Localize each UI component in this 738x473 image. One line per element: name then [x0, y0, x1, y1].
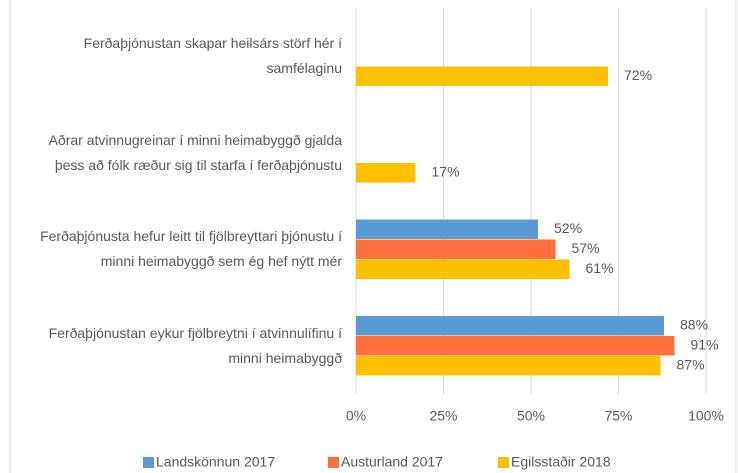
x-tick-label: 75% [604, 408, 632, 424]
data-label: 17% [432, 163, 460, 179]
bar [356, 163, 416, 183]
legend-label: Austurland 2017 [341, 454, 443, 470]
data-label: 52% [554, 220, 582, 236]
category-label: Aðrar atvinnugreinar í minni heimabyggð … [48, 131, 342, 173]
chart-border [9, 0, 737, 473]
legend-label: Egilsstaðir 2018 [511, 454, 611, 470]
bar [356, 259, 570, 279]
bar [356, 336, 675, 356]
data-label: 57% [572, 240, 600, 256]
x-tick-label: 0% [346, 408, 366, 424]
legend-label: Landskönnun 2017 [156, 454, 275, 470]
category-label: Ferðaþjónusta hefur leitt til fjölbreytt… [40, 228, 342, 270]
data-label: 61% [586, 260, 614, 276]
legend-swatch [328, 457, 339, 468]
legend-swatch [143, 457, 154, 468]
bar [356, 219, 538, 239]
data-label: 88% [680, 316, 708, 332]
bar [356, 66, 608, 86]
bar [356, 356, 661, 376]
bar [356, 316, 664, 336]
data-label: 87% [677, 356, 705, 372]
bar [356, 239, 556, 259]
x-tick-label: 100% [688, 408, 724, 424]
category-label: Ferðaþjónustan skapar heilsárs störf hér… [83, 35, 342, 77]
legend-swatch [498, 457, 509, 468]
data-label: 91% [691, 336, 719, 352]
data-label: 72% [624, 67, 652, 83]
x-tick-label: 50% [517, 408, 545, 424]
category-label: Ferðaþjónustan eykur fjölbreytni í atvin… [48, 324, 342, 366]
x-tick-label: 25% [429, 408, 457, 424]
